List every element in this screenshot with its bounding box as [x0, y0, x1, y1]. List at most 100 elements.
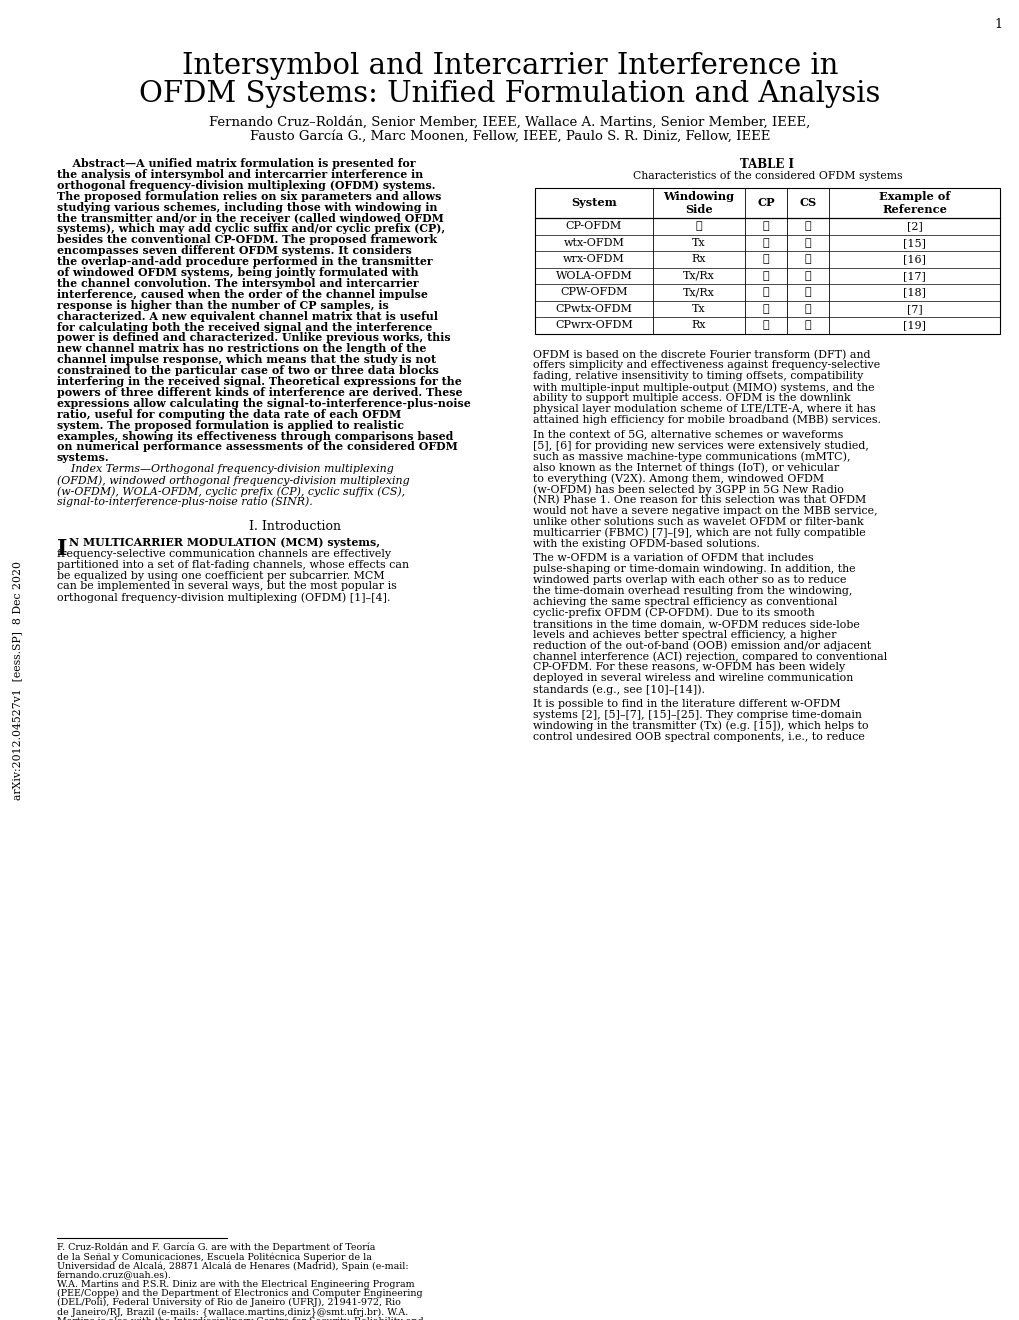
Text: WOLA-OFDM: WOLA-OFDM [555, 271, 632, 281]
Text: [18]: [18] [902, 288, 925, 297]
Text: systems [2], [5]–[7], [15]–[25]. They comprise time-domain: systems [2], [5]–[7], [15]–[25]. They co… [533, 710, 861, 719]
Text: Tx/Rx: Tx/Rx [683, 271, 714, 281]
Text: Abstract—A unified matrix formulation is presented for: Abstract—A unified matrix formulation is… [57, 158, 415, 169]
Text: ✓: ✓ [762, 288, 768, 297]
Text: windowing in the transmitter (Tx) (e.g. [15]), which helps to: windowing in the transmitter (Tx) (e.g. … [533, 721, 868, 731]
Text: partitioned into a set of flat-fading channels, whose effects can: partitioned into a set of flat-fading ch… [57, 560, 409, 570]
Text: OFDM is based on the discrete Fourier transform (DFT) and: OFDM is based on the discrete Fourier tr… [533, 350, 869, 360]
Text: (w-OFDM), WOLA-OFDM, cyclic prefix (CP), cyclic suffix (CS),: (w-OFDM), WOLA-OFDM, cyclic prefix (CP),… [57, 486, 405, 496]
Text: The w-OFDM is a variation of OFDM that includes: The w-OFDM is a variation of OFDM that i… [533, 553, 813, 564]
Text: besides the conventional CP-OFDM. The proposed framework: besides the conventional CP-OFDM. The pr… [57, 235, 436, 246]
Text: levels and achieves better spectral efficiency, a higher: levels and achieves better spectral effi… [533, 630, 836, 640]
Text: characterized. A new equivalent channel matrix that is useful: characterized. A new equivalent channel … [57, 310, 437, 322]
Text: Rx: Rx [691, 321, 705, 330]
Text: cyclic-prefix OFDM (CP-OFDM). Due to its smooth: cyclic-prefix OFDM (CP-OFDM). Due to its… [533, 607, 814, 618]
Text: CP-OFDM: CP-OFDM [566, 222, 622, 231]
Text: powers of three different kinds of interference are derived. These: powers of three different kinds of inter… [57, 387, 462, 397]
Text: multicarrier (FBMC) [7]–[9], which are not fully compatible: multicarrier (FBMC) [7]–[9], which are n… [533, 528, 865, 539]
Text: the channel convolution. The intersymbol and intercarrier: the channel convolution. The intersymbol… [57, 279, 418, 289]
Text: ✓: ✓ [762, 271, 768, 281]
Text: CPwtx-OFDM: CPwtx-OFDM [555, 304, 632, 314]
Text: de la Señal y Comunicaciones, Escuela Politécnica Superior de la: de la Señal y Comunicaciones, Escuela Po… [57, 1253, 372, 1262]
Text: offers simplicity and effectiveness against frequency-selective: offers simplicity and effectiveness agai… [533, 360, 879, 371]
Text: such as massive machine-type communications (mMTC),: such as massive machine-type communicati… [533, 451, 850, 462]
Text: (w-OFDM) has been selected by 3GPP in 5G New Radio: (w-OFDM) has been selected by 3GPP in 5G… [533, 484, 843, 495]
Text: Tx/Rx: Tx/Rx [683, 288, 714, 297]
Text: W.A. Martins and P.S.R. Diniz are with the Electrical Engineering Program: W.A. Martins and P.S.R. Diniz are with t… [57, 1280, 414, 1288]
Text: attained high efficiency for mobile broadband (MBB) services.: attained high efficiency for mobile broa… [533, 414, 880, 425]
Text: ✓: ✓ [804, 238, 810, 248]
Text: N MULTICARRIER MODULATION (MCM) systems,: N MULTICARRIER MODULATION (MCM) systems, [69, 537, 380, 548]
Text: would not have a severe negative impact on the MBB service,: would not have a severe negative impact … [533, 506, 876, 516]
Text: Fausto García G., Marc Moonen, Fellow, IEEE, Paulo S. R. Diniz, Fellow, IEEE: Fausto García G., Marc Moonen, Fellow, I… [250, 129, 769, 143]
Text: I: I [57, 537, 67, 560]
Text: [16]: [16] [902, 255, 925, 264]
Text: I. Introduction: I. Introduction [249, 520, 340, 533]
Text: [17]: [17] [902, 271, 925, 281]
Text: [19]: [19] [902, 321, 925, 330]
Text: interference, caused when the order of the channel impulse: interference, caused when the order of t… [57, 289, 427, 300]
Text: ✓: ✓ [762, 238, 768, 248]
Text: (NR) Phase 1. One reason for this selection was that OFDM: (NR) Phase 1. One reason for this select… [533, 495, 865, 506]
Text: of windowed OFDM systems, being jointly formulated with: of windowed OFDM systems, being jointly … [57, 267, 418, 279]
Text: signal-to-interference-plus-noise ratio (SINR).: signal-to-interference-plus-noise ratio … [57, 496, 313, 507]
Text: Windowing
Side: Windowing Side [662, 191, 734, 215]
Text: examples, showing its effectiveness through comparisons based: examples, showing its effectiveness thro… [57, 430, 452, 441]
Text: ✓: ✓ [762, 304, 768, 314]
Text: [15]: [15] [902, 238, 925, 248]
Text: ✓: ✓ [762, 222, 768, 231]
Text: TABLE I: TABLE I [740, 158, 794, 172]
Text: Martins is also with the Interdisciplinary Centre for Security, Reliability and: Martins is also with the Interdisciplina… [57, 1316, 423, 1320]
Text: (OFDM), windowed orthogonal frequency-division multiplexing: (OFDM), windowed orthogonal frequency-di… [57, 475, 410, 486]
Text: unlike other solutions such as wavelet OFDM or filter-bank: unlike other solutions such as wavelet O… [533, 517, 863, 527]
Text: windowed parts overlap with each other so as to reduce: windowed parts overlap with each other s… [533, 576, 846, 585]
Text: ✓: ✓ [762, 255, 768, 264]
Text: System: System [571, 198, 616, 209]
Text: Rx: Rx [691, 255, 705, 264]
Text: frequency-selective communication channels are effectively: frequency-selective communication channe… [57, 549, 390, 558]
Text: system. The proposed formulation is applied to realistic: system. The proposed formulation is appl… [57, 420, 404, 430]
Text: studying various schemes, including those with windowing in: studying various schemes, including thos… [57, 202, 437, 213]
Text: It is possible to find in the literature different w-OFDM: It is possible to find in the literature… [533, 698, 840, 709]
Text: [5], [6] for providing new services were extensively studied,: [5], [6] for providing new services were… [533, 441, 868, 450]
Text: orthogonal frequency-division multiplexing (OFDM) systems.: orthogonal frequency-division multiplexi… [57, 180, 435, 191]
Bar [535, 187, 999, 334]
Text: arXiv:2012.04527v1  [eess.SP]  8 Dec 2020: arXiv:2012.04527v1 [eess.SP] 8 Dec 2020 [12, 561, 22, 800]
Text: also known as the Internet of things (IoT), or vehicular: also known as the Internet of things (Io… [533, 462, 839, 473]
Text: CPwrx-OFDM: CPwrx-OFDM [554, 321, 632, 330]
Text: systems.: systems. [57, 453, 109, 463]
Text: ✗: ✗ [695, 222, 702, 231]
Text: channel interference (ACI) rejection, compared to conventional: channel interference (ACI) rejection, co… [533, 652, 887, 663]
Text: deployed in several wireless and wireline communication: deployed in several wireless and wirelin… [533, 673, 853, 684]
Text: Characteristics of the considered OFDM systems: Characteristics of the considered OFDM s… [632, 172, 902, 181]
Text: physical layer modulation scheme of LTE/LTE-A, where it has: physical layer modulation scheme of LTE/… [533, 404, 875, 414]
Text: response is higher than the number of CP samples, is: response is higher than the number of CP… [57, 300, 388, 310]
Text: on numerical performance assessments of the considered OFDM: on numerical performance assessments of … [57, 441, 458, 453]
Text: power is defined and characterized. Unlike previous works, this: power is defined and characterized. Unli… [57, 333, 450, 343]
Text: ✓: ✓ [762, 321, 768, 330]
Text: with the existing OFDM-based solutions.: with the existing OFDM-based solutions. [533, 539, 759, 549]
Text: Intersymbol and Intercarrier Interference in: Intersymbol and Intercarrier Interferenc… [181, 51, 838, 81]
Text: Index Terms—Orthogonal frequency-division multiplexing: Index Terms—Orthogonal frequency-divisio… [57, 465, 393, 474]
Text: fading, relative insensitivity to timing offsets, compatibility: fading, relative insensitivity to timing… [533, 371, 862, 381]
Text: wtx-OFDM: wtx-OFDM [564, 238, 624, 248]
Text: (DEL/Poli), Federal University of Rio de Janeiro (UFRJ), 21941-972, Rio: (DEL/Poli), Federal University of Rio de… [57, 1298, 400, 1307]
Text: (PEE/Coppe) and the Department of Electronics and Computer Engineering: (PEE/Coppe) and the Department of Electr… [57, 1290, 422, 1298]
Text: Tx: Tx [692, 238, 705, 248]
Text: the time-domain overhead resulting from the windowing,: the time-domain overhead resulting from … [533, 586, 852, 597]
Text: [2]: [2] [906, 222, 921, 231]
Text: In the context of 5G, alternative schemes or waveforms: In the context of 5G, alternative scheme… [533, 429, 843, 440]
Text: [7]: [7] [906, 304, 921, 314]
Text: de Janeiro/RJ, Brazil (e-mails: {wallace.martins,diniz}@smt.ufrj.br). W.A.: de Janeiro/RJ, Brazil (e-mails: {wallace… [57, 1307, 408, 1316]
Text: achieving the same spectral efficiency as conventional: achieving the same spectral efficiency a… [533, 597, 837, 607]
Text: the transmitter and/or in the receiver (called windowed OFDM: the transmitter and/or in the receiver (… [57, 213, 443, 223]
Text: wrx-OFDM: wrx-OFDM [562, 255, 625, 264]
Text: ✓: ✓ [804, 288, 810, 297]
Text: with multiple-input multiple-output (MIMO) systems, and the: with multiple-input multiple-output (MIM… [533, 383, 873, 393]
Text: 1: 1 [994, 18, 1001, 30]
Text: the analysis of intersymbol and intercarrier interference in: the analysis of intersymbol and intercar… [57, 169, 423, 180]
Text: to everything (V2X). Among them, windowed OFDM: to everything (V2X). Among them, windowe… [533, 473, 823, 483]
Text: pulse-shaping or time-domain windowing. In addition, the: pulse-shaping or time-domain windowing. … [533, 564, 855, 574]
Text: ✗: ✗ [804, 321, 810, 330]
Text: F. Cruz-Roldán and F. García G. are with the Department of Teoría: F. Cruz-Roldán and F. García G. are with… [57, 1243, 375, 1253]
